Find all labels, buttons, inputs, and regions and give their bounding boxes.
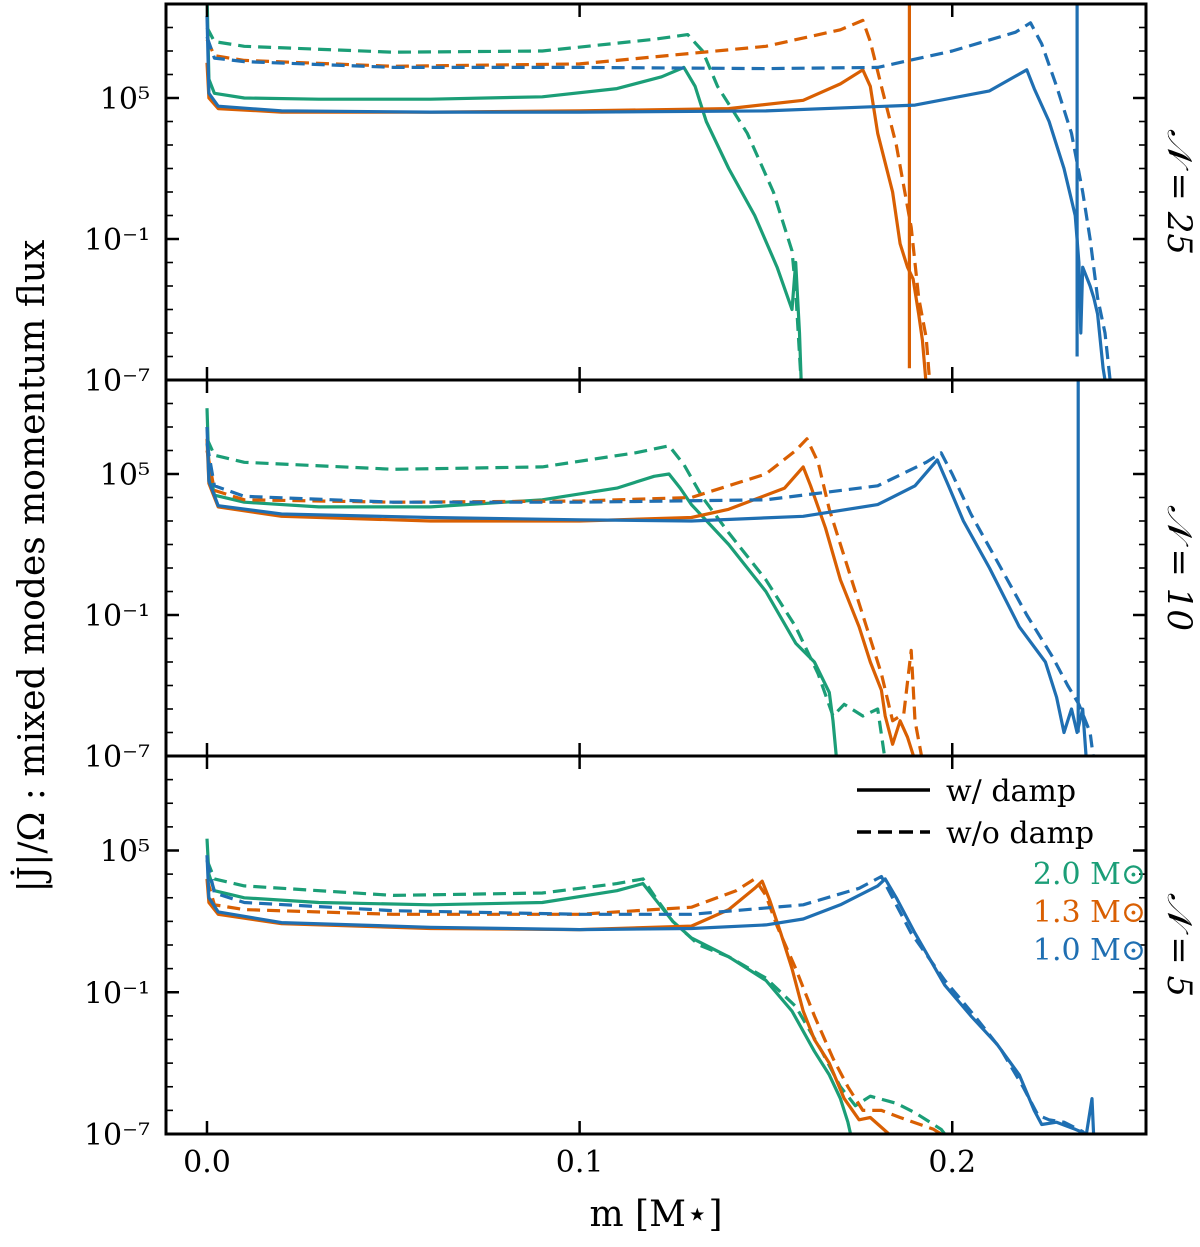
panel-frame	[164, 378, 1148, 758]
y-axis-label: |J̇|/Ω : mixed modes momentum flux	[11, 240, 53, 893]
series-1-0-dashed	[205, 443, 1095, 756]
legend-dashed-label: w/o damp	[946, 816, 1094, 851]
panel-frame	[164, 2, 1148, 382]
legend: w/ damp w/o damp 2.0 M⊙ 1.3 M⊙ 1.0 M⊙	[857, 774, 1146, 968]
legend-mass-1-3: 1.3 M⊙	[1033, 895, 1146, 930]
series-2-0-dashed	[205, 26, 803, 380]
panels: 10⁵ 10⁻¹ 10⁻⁷ 𝒩 = 25 10⁵ 10⁻¹ 10⁻⁷ 𝒩 = 10 10⁵ 10⁻…	[84, 2, 1199, 1153]
legend-mass-2-0: 2.0 M⊙	[1033, 857, 1146, 892]
series-1-3-solid	[205, 438, 916, 756]
x-tick-label: 0.2	[928, 1145, 976, 1180]
series-2-0-solid	[205, 408, 838, 756]
series-2-0-solid	[205, 4, 803, 380]
y-tick-label: 10⁻⁷	[84, 364, 150, 399]
panel-3: 10⁵ 10⁻¹ 10⁻⁷ 𝒩 = 5	[84, 754, 1199, 1153]
x-axis-label: m [M⋆]	[589, 1194, 722, 1235]
series-1-0-solid	[205, 426, 1088, 756]
series-1-3-dashed	[205, 877, 945, 1134]
legend-solid-label: w/ damp	[946, 774, 1076, 809]
y-tick-label: 10⁻¹	[84, 599, 150, 634]
x-tick-label: 0.0	[183, 1145, 231, 1180]
y-tick-label: 10⁵	[100, 82, 150, 117]
x-tick-label: 0.1	[556, 1145, 604, 1180]
panel-label: 𝒩 = 5	[1159, 893, 1199, 997]
series-1-3-dashed	[205, 18, 932, 380]
y-tick-label: 10⁻⁷	[84, 740, 150, 775]
panel-2: 10⁵ 10⁻¹ 10⁻⁷ 𝒩 = 10	[84, 378, 1199, 775]
series-1-0-solid	[205, 15, 1107, 380]
series-1-0-solid	[205, 855, 1096, 1134]
y-tick-label: 10⁵	[100, 458, 150, 493]
legend-mass-1-0: 1.0 M⊙	[1033, 933, 1146, 968]
series-1-0-dashed	[205, 21, 1112, 380]
y-tick-label: 10⁵	[100, 835, 150, 870]
y-tick-label: 10⁻⁷	[84, 1118, 150, 1153]
x-tick-labels: 0.0 0.1 0.2	[183, 1145, 976, 1180]
y-tick-label: 10⁻¹	[84, 223, 150, 258]
series-1-0-dashed	[205, 859, 1088, 1134]
panel-1: 10⁵ 10⁻¹ 10⁻⁷ 𝒩 = 25	[84, 2, 1199, 399]
series-1-3-solid	[205, 878, 892, 1134]
panel-label: 𝒩 = 25	[1159, 129, 1199, 255]
series-2-0-solid	[205, 838, 853, 1134]
series-1-3-dashed	[205, 437, 924, 756]
panel-frame	[164, 754, 1148, 1136]
y-tick-label: 10⁻¹	[84, 976, 150, 1011]
panel-label: 𝒩 = 10	[1159, 505, 1199, 631]
